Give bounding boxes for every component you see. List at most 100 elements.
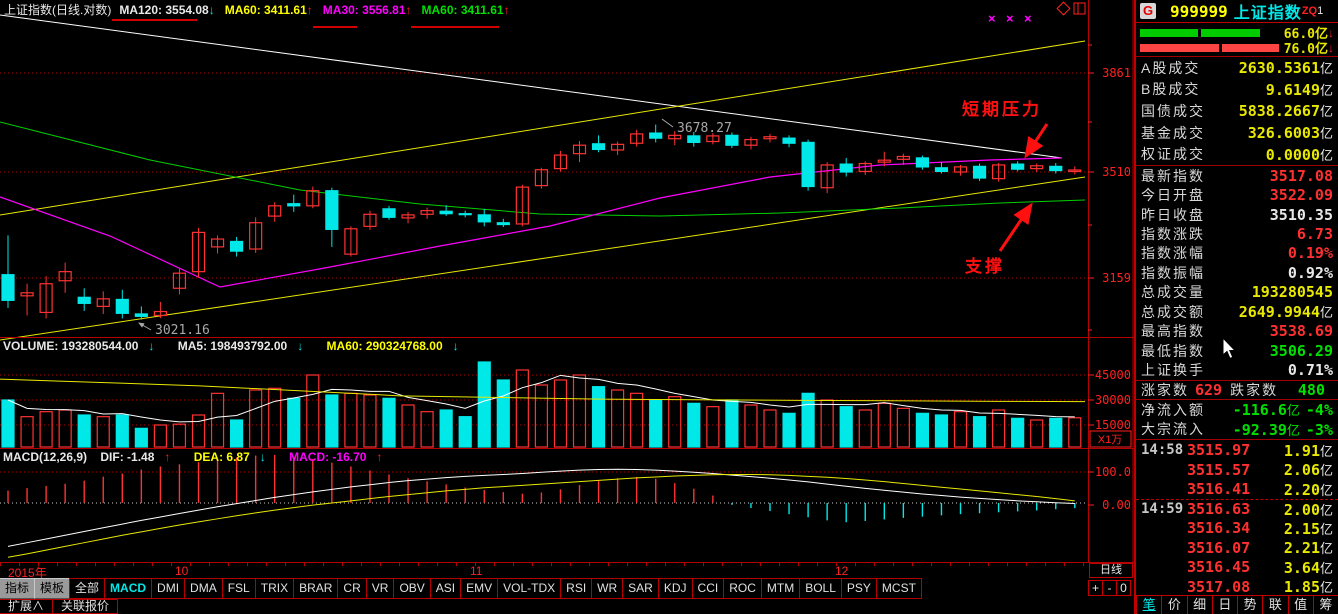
- candlestick: [306, 190, 320, 207]
- quote-tab-势[interactable]: 势: [1237, 596, 1262, 614]
- stock-code: 999999: [1170, 1, 1228, 21]
- volume-unit-box: [1089, 430, 1132, 448]
- row-label: 上证换手: [1141, 362, 1205, 379]
- tab-asi[interactable]: ASI: [429, 578, 462, 599]
- tab-brar[interactable]: BRAR: [293, 578, 339, 599]
- volume-bar: [839, 406, 853, 448]
- stock-name[interactable]: 上证指数: [1233, 5, 1302, 22]
- value-unit: 亿: [1319, 104, 1333, 120]
- dea-line: [7, 473, 1075, 558]
- volume-ma60-line: [0, 378, 1086, 403]
- quote-tab-日[interactable]: 日: [1211, 596, 1237, 614]
- status-item[interactable]: 扩展∧: [0, 599, 54, 614]
- tab-cr[interactable]: CR: [337, 578, 367, 599]
- quote-tab-笔[interactable]: 笔: [1136, 596, 1161, 614]
- tab-fsl[interactable]: FSL: [221, 578, 256, 599]
- volume-bar: [706, 406, 720, 448]
- tab-emv[interactable]: EMV: [460, 578, 499, 599]
- axis-tick-label: 3159: [1102, 271, 1131, 285]
- volume-bar: [382, 397, 396, 448]
- volume-bar: [572, 374, 587, 448]
- tab-模板[interactable]: 模板: [34, 578, 71, 599]
- data-row: 昨日收盘 3510.35: [1136, 205, 1338, 224]
- candlestick: [801, 141, 815, 188]
- volume-bar: [991, 409, 1006, 448]
- volume-bar: [915, 412, 930, 448]
- data-row: 最新指数 3517.08: [1136, 166, 1338, 185]
- ma-value-label: MA120: 3554.08↓: [119, 3, 214, 17]
- tab-全部[interactable]: 全部: [69, 578, 106, 599]
- status-item[interactable]: 关联报价: [52, 599, 119, 614]
- time-axis[interactable]: 2015年 10 11 12: [0, 563, 1134, 580]
- macd-name-label: MACD(12,26,9): [3, 450, 88, 464]
- bond-tag: ZQ: [1301, 5, 1318, 17]
- candlestick: [839, 163, 853, 173]
- main-chart-canvas[interactable]: 3861 3510 3159 45000 30000 15000 100.0 0.00 X1万 3…: [0, 0, 1134, 563]
- candlestick: [439, 210, 453, 215]
- tab-trix[interactable]: TRIX: [254, 578, 295, 599]
- tab-psy[interactable]: PSY: [840, 578, 877, 599]
- zoom-reset-button[interactable]: 0: [1116, 580, 1131, 596]
- value-unit: 亿: [1319, 482, 1333, 498]
- tab-sar[interactable]: SAR: [622, 578, 659, 599]
- value-number: 0.0000: [1265, 145, 1320, 164]
- tab-rsi[interactable]: RSI: [560, 578, 593, 599]
- data-row: 指数涨跌 6.73: [1136, 224, 1338, 243]
- macd-macd-label: MACD: -16.70 ↑: [289, 450, 383, 464]
- zoom-in-button[interactable]: +: [1088, 580, 1103, 596]
- tab-mcst[interactable]: MCST: [875, 578, 922, 599]
- tab-roc[interactable]: ROC: [723, 578, 762, 599]
- volume-bar: [268, 387, 282, 448]
- diamond-icon: [1056, 1, 1071, 16]
- ma-text: MA60: 3411.61: [421, 3, 504, 17]
- ma-value-label: MA60: 3411.61↑: [225, 3, 313, 17]
- volume-bar: [249, 389, 263, 448]
- hotkey-badge[interactable]: G: [1140, 3, 1156, 19]
- tab-vol-tdx[interactable]: VOL-TDX: [497, 578, 562, 599]
- candlestick: [134, 313, 148, 317]
- tab-dmi[interactable]: DMI: [151, 578, 186, 599]
- tab-指标[interactable]: 指标: [0, 578, 36, 599]
- tab-vr[interactable]: VR: [365, 578, 395, 599]
- row-label: 权证成交: [1141, 146, 1205, 163]
- candlestick: [458, 213, 472, 216]
- candlestick: [268, 205, 282, 217]
- down-arrow-icon: ↓: [148, 339, 155, 353]
- value-unit: 亿: [1319, 443, 1333, 459]
- period-selector[interactable]: 日线: [1089, 563, 1133, 578]
- macd-dif-label: DIF: -1.48 ↑: [100, 450, 171, 464]
- meter-value: 76.0亿: [1283, 42, 1328, 57]
- row-label: 最新指数: [1141, 167, 1205, 184]
- value-number: 326.6003: [1247, 124, 1320, 143]
- candlestick: [687, 135, 701, 143]
- ma-text: MA30: 3556.81: [322, 3, 406, 17]
- tab-boll[interactable]: BOLL: [799, 578, 842, 599]
- volume-bar: [972, 416, 987, 448]
- volume-bar: [591, 386, 606, 448]
- quote-tab-筹[interactable]: 筹: [1312, 596, 1338, 614]
- low-price-label: 3021.16: [155, 323, 210, 338]
- tab-obv[interactable]: OBV: [393, 578, 431, 599]
- tab-macd[interactable]: MACD: [104, 578, 153, 599]
- tick-list[interactable]: 14:58 3515.97 1.91亿 3515.57 2.06亿 3516.41 2.20…: [1136, 440, 1338, 596]
- high-pointer-line: [661, 118, 674, 128]
- tab-mtm[interactable]: MTM: [760, 578, 801, 599]
- tab-kdj[interactable]: KDJ: [657, 578, 693, 599]
- row-value: 193280545: [1252, 283, 1333, 301]
- quote-tab-联[interactable]: 联: [1262, 596, 1287, 614]
- candlestick: [344, 228, 358, 255]
- tab-cci[interactable]: CCI: [691, 578, 725, 599]
- quote-tab-细[interactable]: 细: [1186, 596, 1212, 614]
- axis-month-label: 10: [175, 564, 189, 578]
- volume-bar: [1049, 417, 1063, 448]
- zoom-out-button[interactable]: -: [1102, 580, 1117, 596]
- axis-tick-label: 100.0: [1095, 465, 1131, 479]
- row-value: 2630.5361亿: [1239, 58, 1333, 77]
- quote-tab-值[interactable]: 值: [1287, 596, 1313, 614]
- tab-dma[interactable]: DMA: [184, 578, 223, 599]
- tab-wr[interactable]: WR: [591, 578, 624, 599]
- quote-tab-价[interactable]: 价: [1161, 596, 1186, 614]
- candlestick: [172, 272, 187, 289]
- candlestick: [877, 159, 891, 163]
- ma-value-label: MA60: 3411.61↑: [422, 3, 510, 17]
